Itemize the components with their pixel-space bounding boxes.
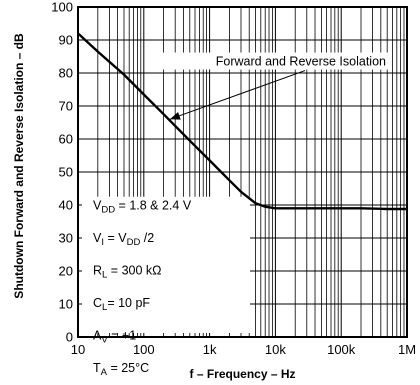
condition-line: CL= 10 pF	[93, 296, 150, 313]
annotation-arrowhead	[169, 112, 181, 120]
y-tick-labels: 0 10 20 30 40 50 60 70 80 90 100	[51, 0, 73, 345]
x-tick-label: 1M	[398, 342, 416, 357]
condition-line: AV = +1	[93, 329, 136, 346]
x-tick-labels: 10 100 1k 10k 100k 1M	[71, 342, 416, 357]
condition-line: TA = 25°C	[93, 361, 149, 378]
y-axis-title: Shutdown Forward and Reverse Isolation –…	[12, 33, 26, 299]
y-tick-label: 50	[59, 165, 73, 180]
plot-frame	[77, 6, 408, 338]
y-tick-label: 100	[51, 0, 73, 15]
y-tick-label: 80	[59, 66, 73, 81]
y-tick-label: 70	[59, 99, 73, 114]
annotation-arrow	[169, 70, 306, 120]
annotation-label: Forward and Reverse Isolation	[216, 55, 386, 69]
annotation-background	[162, 52, 388, 70]
test-conditions: VDD = 1.8 & 2.4 V VI = VDD /2 RL = 300 kΩ C…	[93, 199, 192, 379]
condition-line: RL = 300 kΩ	[93, 264, 162, 281]
x-axis-title: f – Frequency – Hz	[189, 367, 295, 381]
y-tick-label: 10	[59, 297, 73, 312]
y-tick-label: 40	[59, 198, 73, 213]
conditions-box	[82, 196, 250, 333]
x-tick-label: 1k	[203, 342, 217, 357]
y-tick-label: 0	[66, 330, 73, 345]
condition-line: VI = VDD /2	[93, 231, 154, 248]
x-tick-label: 100	[133, 342, 155, 357]
condition-line: VDD = 1.8 & 2.4 V	[93, 199, 192, 216]
y-tick-label: 90	[59, 33, 73, 48]
y-tick-label: 60	[59, 132, 73, 147]
x-tick-label: 100k	[327, 342, 356, 357]
series-line-isolation	[77, 32, 407, 211]
x-tick-label: 10k	[265, 342, 286, 357]
y-tick-label: 20	[59, 264, 73, 279]
x-tick-label: 10	[71, 342, 85, 357]
y-tick-label: 30	[59, 231, 73, 246]
